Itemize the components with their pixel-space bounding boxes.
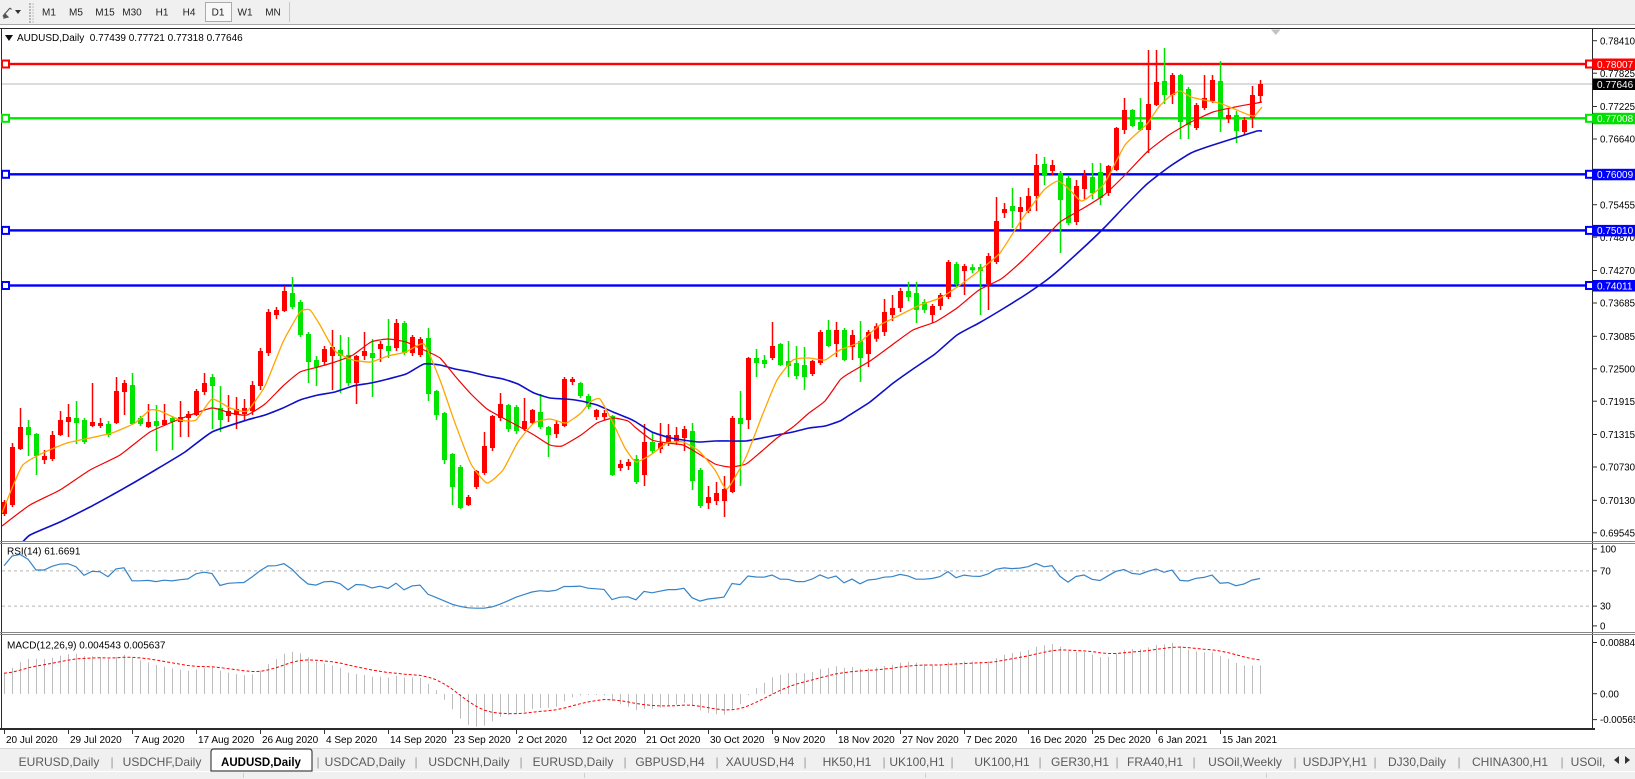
svg-text:|: | [882, 755, 885, 769]
svg-text:|: | [1038, 755, 1041, 769]
svg-text:|: | [1457, 755, 1460, 769]
svg-text:-0.00565: -0.00565 [1600, 715, 1635, 726]
svg-text:21 Oct 2020: 21 Oct 2020 [646, 735, 701, 746]
svg-text:2 Oct 2020: 2 Oct 2020 [518, 735, 567, 746]
svg-text:|: | [1192, 755, 1195, 769]
svg-text:16 Dec 2020: 16 Dec 2020 [1030, 735, 1087, 746]
svg-text:M1: M1 [42, 8, 56, 19]
svg-text:0.75010: 0.75010 [1597, 226, 1634, 237]
svg-text:HK50,H1: HK50,H1 [823, 755, 872, 769]
svg-text:|: | [715, 755, 718, 769]
svg-text:|: | [1293, 755, 1296, 769]
svg-text:EURUSD,Daily: EURUSD,Daily [533, 755, 614, 769]
svg-text:|: | [414, 755, 417, 769]
svg-text:H4: H4 [183, 8, 196, 19]
svg-text:XAUUSD,H4: XAUUSD,H4 [726, 755, 795, 769]
svg-text:25 Dec 2020: 25 Dec 2020 [1094, 735, 1151, 746]
svg-text:USOil,Weekly: USOil,Weekly [1208, 755, 1282, 769]
svg-text:RSI(14) 61.6691: RSI(14) 61.6691 [7, 547, 81, 558]
svg-text:30: 30 [1600, 602, 1611, 613]
svg-text:0.76009: 0.76009 [1597, 170, 1634, 181]
svg-text:17 Aug 2020: 17 Aug 2020 [198, 735, 255, 746]
svg-text:100: 100 [1600, 545, 1617, 556]
svg-text:0.77008: 0.77008 [1597, 114, 1634, 125]
svg-text:0.73085: 0.73085 [1600, 332, 1635, 343]
svg-text:27 Nov 2020: 27 Nov 2020 [902, 735, 959, 746]
svg-text:|: | [519, 755, 522, 769]
svg-text:0.73685: 0.73685 [1600, 299, 1635, 310]
svg-text:0.69545: 0.69545 [1600, 528, 1635, 539]
svg-text:7 Dec 2020: 7 Dec 2020 [966, 735, 1018, 746]
svg-text:EURUSD,Daily: EURUSD,Daily [19, 755, 100, 769]
svg-text:18 Nov 2020: 18 Nov 2020 [838, 735, 895, 746]
svg-text:MACD(12,26,9) 0.004543 0.00563: MACD(12,26,9) 0.004543 0.005637 [7, 641, 166, 652]
svg-text:H1: H1 [156, 8, 169, 19]
svg-text:0.77825: 0.77825 [1600, 69, 1635, 80]
svg-text:M15: M15 [95, 8, 115, 19]
svg-text:0.00884: 0.00884 [1600, 638, 1635, 649]
svg-text:0.78410: 0.78410 [1600, 36, 1635, 47]
svg-text:23 Sep 2020: 23 Sep 2020 [454, 735, 511, 746]
svg-text:0.77225: 0.77225 [1600, 102, 1635, 113]
svg-text:4 Sep 2020: 4 Sep 2020 [326, 735, 378, 746]
svg-text:|: | [110, 755, 113, 769]
svg-text:0: 0 [1600, 622, 1606, 633]
svg-text:9 Nov 2020: 9 Nov 2020 [774, 735, 826, 746]
svg-text:0.74270: 0.74270 [1600, 266, 1635, 277]
svg-text:GBPUSD,H4: GBPUSD,H4 [635, 755, 705, 769]
svg-text:GER30,H1: GER30,H1 [1051, 755, 1109, 769]
svg-text:UK100,H1: UK100,H1 [889, 755, 945, 769]
svg-text:W1: W1 [238, 8, 253, 19]
svg-text:M5: M5 [69, 8, 83, 19]
svg-text:0.71915: 0.71915 [1600, 397, 1635, 408]
svg-text:0.76640: 0.76640 [1600, 135, 1635, 146]
svg-text:|: | [1115, 755, 1118, 769]
svg-text:AUDUSD,Daily: AUDUSD,Daily [221, 757, 301, 769]
svg-text:0.78007: 0.78007 [1597, 60, 1634, 71]
svg-text:FRA40,H1: FRA40,H1 [1127, 755, 1183, 769]
svg-text:|: | [1560, 755, 1563, 769]
svg-text:15 Jan 2021: 15 Jan 2021 [1222, 735, 1277, 746]
svg-text:AUDUSD,Daily 0.77439 0.77721: AUDUSD,Daily 0.77439 0.77721 0.77318 0.7… [17, 33, 243, 44]
svg-text:|: | [950, 755, 953, 769]
svg-text:|: | [316, 755, 319, 769]
svg-text:12 Oct 2020: 12 Oct 2020 [582, 735, 637, 746]
svg-text:0.00: 0.00 [1600, 689, 1619, 700]
svg-text:0.75455: 0.75455 [1600, 200, 1635, 211]
svg-text:D1: D1 [212, 8, 225, 19]
svg-text:0.70130: 0.70130 [1600, 496, 1635, 507]
svg-text:0.72500: 0.72500 [1600, 364, 1635, 375]
svg-text:0.70730: 0.70730 [1600, 463, 1635, 474]
svg-text:0.74870: 0.74870 [1600, 233, 1635, 244]
svg-text:6 Jan 2021: 6 Jan 2021 [1158, 735, 1208, 746]
svg-text:|: | [803, 755, 806, 769]
svg-text:0.77646: 0.77646 [1597, 80, 1634, 91]
svg-text:USDCNH,Daily: USDCNH,Daily [428, 755, 509, 769]
svg-text:29 Jul 2020: 29 Jul 2020 [70, 735, 122, 746]
svg-text:USOil,: USOil, [1571, 755, 1606, 769]
svg-text:USDCAD,Daily: USDCAD,Daily [325, 755, 406, 769]
svg-text:|: | [1373, 755, 1376, 769]
svg-text:|: | [623, 755, 626, 769]
svg-text:UK100,H1: UK100,H1 [974, 755, 1030, 769]
svg-text:DJ30,Daily: DJ30,Daily [1388, 755, 1446, 769]
svg-text:30 Oct 2020: 30 Oct 2020 [710, 735, 765, 746]
svg-text:14 Sep 2020: 14 Sep 2020 [390, 735, 447, 746]
svg-text:7 Aug 2020: 7 Aug 2020 [134, 735, 185, 746]
svg-text:0.74011: 0.74011 [1597, 281, 1633, 292]
svg-text:CHINA300,H1: CHINA300,H1 [1472, 755, 1548, 769]
svg-text:MN: MN [265, 8, 281, 19]
svg-text:USDCHF,Daily: USDCHF,Daily [123, 755, 202, 769]
svg-text:M30: M30 [122, 8, 142, 19]
svg-text:0.71315: 0.71315 [1600, 430, 1635, 441]
svg-text:20 Jul 2020: 20 Jul 2020 [6, 735, 58, 746]
svg-text:USDJPY,H1: USDJPY,H1 [1303, 755, 1368, 769]
svg-text:70: 70 [1600, 567, 1611, 578]
svg-text:26 Aug 2020: 26 Aug 2020 [262, 735, 319, 746]
